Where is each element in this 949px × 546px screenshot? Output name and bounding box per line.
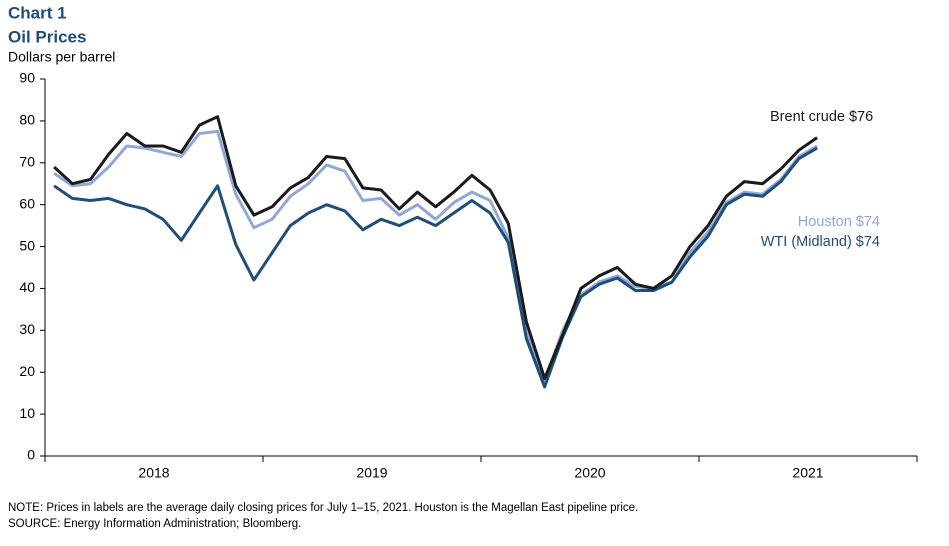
x-tick-label: 2020 [574, 465, 605, 481]
y-tick-label: 70 [19, 153, 35, 169]
y-tick-label: 90 [19, 70, 35, 86]
note: NOTE: Prices in labels are the average d… [8, 502, 638, 514]
x-tick-label: 2021 [792, 465, 823, 481]
x-tick-label: 2019 [356, 465, 387, 481]
series-line [53, 115, 818, 380]
series-line [53, 146, 818, 389]
annotation: Houston $74 [798, 214, 880, 230]
annotation: Brent crude $76 [770, 109, 873, 125]
y-tick-label: 30 [19, 321, 35, 337]
chart-title: Chart 1 [8, 3, 67, 22]
y-tick-label: 60 [19, 195, 35, 211]
series-line [53, 129, 818, 383]
y-tick-label: 80 [19, 112, 35, 128]
y-tick-label: 20 [19, 363, 35, 379]
x-tick-label: 2018 [138, 465, 169, 481]
y-tick-label: 10 [19, 405, 35, 421]
y-tick-label: 50 [19, 237, 35, 253]
chart-subtitle: Oil Prices [8, 27, 86, 46]
source: SOURCE: Energy Information Administratio… [8, 518, 301, 530]
y-axis-label: Dollars per barrel [8, 49, 115, 65]
y-tick-label: 40 [19, 279, 35, 295]
y-tick-label: 0 [27, 447, 35, 463]
annotation: WTI (Midland) $74 [761, 234, 880, 250]
